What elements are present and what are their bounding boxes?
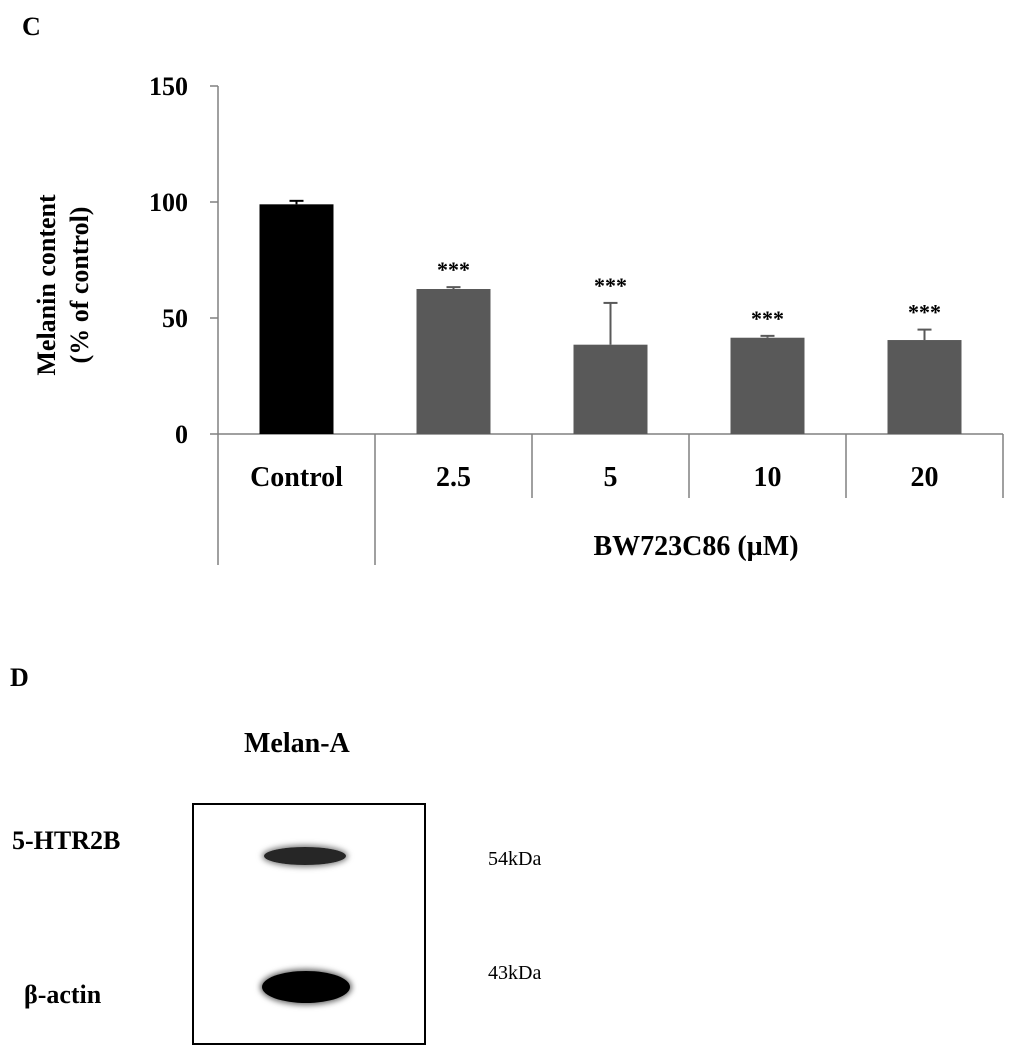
western-blot-title: Melan-A xyxy=(244,728,350,759)
y-axis-label-line1: Melanin content xyxy=(32,194,61,376)
melanin-bar-chart: 0 50 100 150 Control *** 2.5 *** 5 *** 10 *** 20 Me… xyxy=(32,72,1004,565)
significance-label: *** xyxy=(437,257,470,282)
bar xyxy=(887,340,962,434)
protein-label-5-htr2b: 5-HTR2B xyxy=(12,826,121,855)
significance-label: *** xyxy=(751,306,784,331)
panel-label-d: D xyxy=(10,663,29,692)
bar xyxy=(416,289,491,434)
mw-label-54kda: 54kDa xyxy=(488,848,542,870)
panel-label-c: C xyxy=(22,12,41,41)
chart-labels: Control *** 2.5 *** 5 *** 10 *** 20 xyxy=(250,257,941,493)
category-label: 10 xyxy=(754,462,782,493)
bar xyxy=(730,337,805,434)
x-axis-group-label: BW723C86 (µM) xyxy=(593,531,798,562)
bar xyxy=(259,204,334,434)
y-tick-label: 50 xyxy=(162,304,188,333)
significance-label: *** xyxy=(908,300,941,325)
category-label: 5 xyxy=(604,462,618,493)
mw-label-43kda: 43kDa xyxy=(488,962,542,984)
category-label: 20 xyxy=(911,462,939,493)
protein-label-beta-actin: β-actin xyxy=(24,980,102,1009)
band-beta-actin xyxy=(262,971,350,1003)
significance-label: *** xyxy=(594,273,627,298)
chart-axes: 0 50 100 150 xyxy=(149,72,1004,565)
bar xyxy=(573,344,648,434)
y-tick-label: 0 xyxy=(175,420,188,449)
y-axis-label-line2: (% of control) xyxy=(65,207,94,364)
chart-bars xyxy=(259,199,962,434)
western-blot-image xyxy=(192,803,426,1045)
y-tick-label: 150 xyxy=(149,72,188,101)
y-tick-label: 100 xyxy=(149,188,188,217)
category-label: Control xyxy=(250,462,343,493)
band-5-htr2b xyxy=(264,847,346,865)
category-label: 2.5 xyxy=(436,462,471,493)
